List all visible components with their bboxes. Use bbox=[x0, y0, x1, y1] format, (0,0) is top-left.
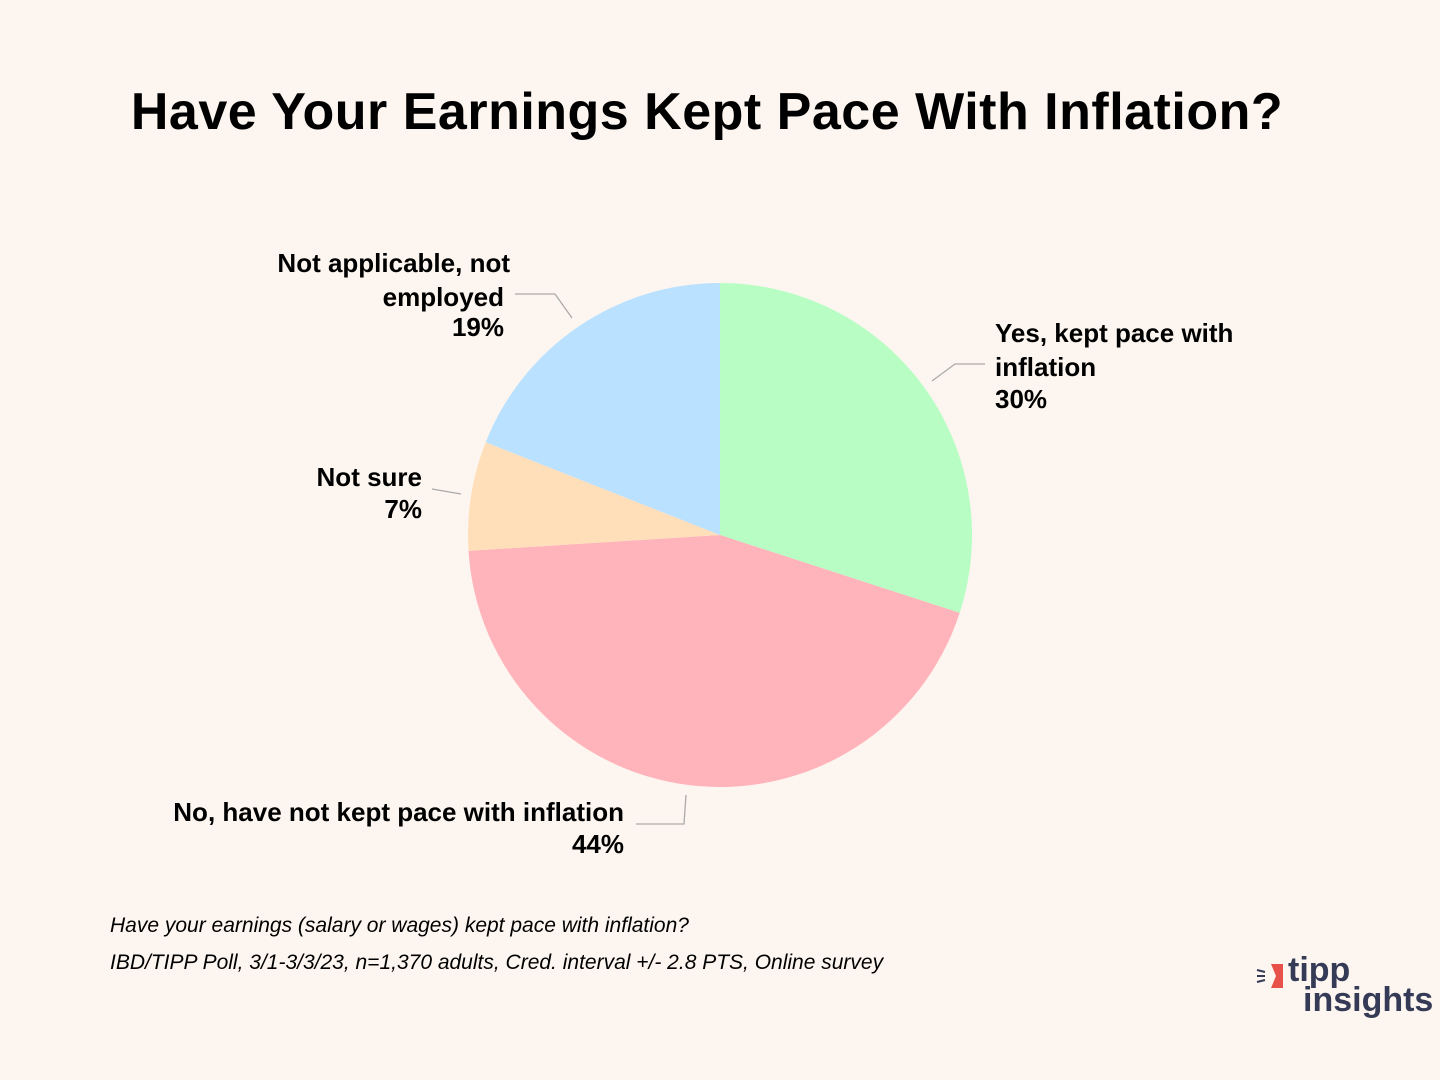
leader-line-not-sure bbox=[431, 488, 462, 495]
pie-slice-no bbox=[468, 535, 960, 788]
slice-label-yes: Yes, kept pace with inflation 30% bbox=[995, 316, 1233, 416]
pie-slice-yes bbox=[720, 283, 973, 613]
slice-label-not-sure: Not sure 7% bbox=[317, 460, 422, 526]
megaphone-icon bbox=[1256, 964, 1283, 988]
slice-value-label: 44% bbox=[571, 829, 624, 859]
slice-value-label: 7% bbox=[384, 494, 422, 524]
slice-label-no: No, have not kept pace with inflation 44… bbox=[173, 795, 624, 861]
leader-line-yes bbox=[931, 363, 985, 382]
tipp-insights-logo: tipp insights bbox=[1255, 952, 1440, 1023]
slice-value-label: 19% bbox=[451, 312, 504, 342]
slice-label-text: inflation bbox=[995, 352, 1097, 382]
slice-label-text: Yes, kept pace with bbox=[995, 318, 1234, 348]
logo-line1: tipp bbox=[1288, 951, 1351, 989]
footnote-source: IBD/TIPP Poll, 3/1-3/3/23, n=1,370 adult… bbox=[110, 951, 884, 974]
logo-line2: insights bbox=[1303, 981, 1434, 1019]
footnote-question: Have your earnings (salary or wages) kep… bbox=[110, 914, 689, 937]
slice-label-text: employed bbox=[382, 282, 504, 312]
slice-value-label: 30% bbox=[995, 384, 1048, 414]
slice-label-text: Not sure bbox=[316, 462, 422, 492]
leader-line-not-applicable bbox=[515, 293, 573, 319]
pie-slice-not-applicable bbox=[485, 283, 720, 535]
leader-line-no bbox=[636, 794, 687, 825]
pie-slice-not-sure bbox=[467, 442, 720, 551]
slice-label-not-applicable: Not applicable, not employed 19% bbox=[277, 246, 510, 344]
slice-label-text: Not applicable, not bbox=[277, 248, 510, 278]
slice-label-text: No, have not kept pace with inflation bbox=[173, 797, 624, 827]
chart-title: Have Your Earnings Kept Pace With Inflat… bbox=[130, 83, 1284, 141]
